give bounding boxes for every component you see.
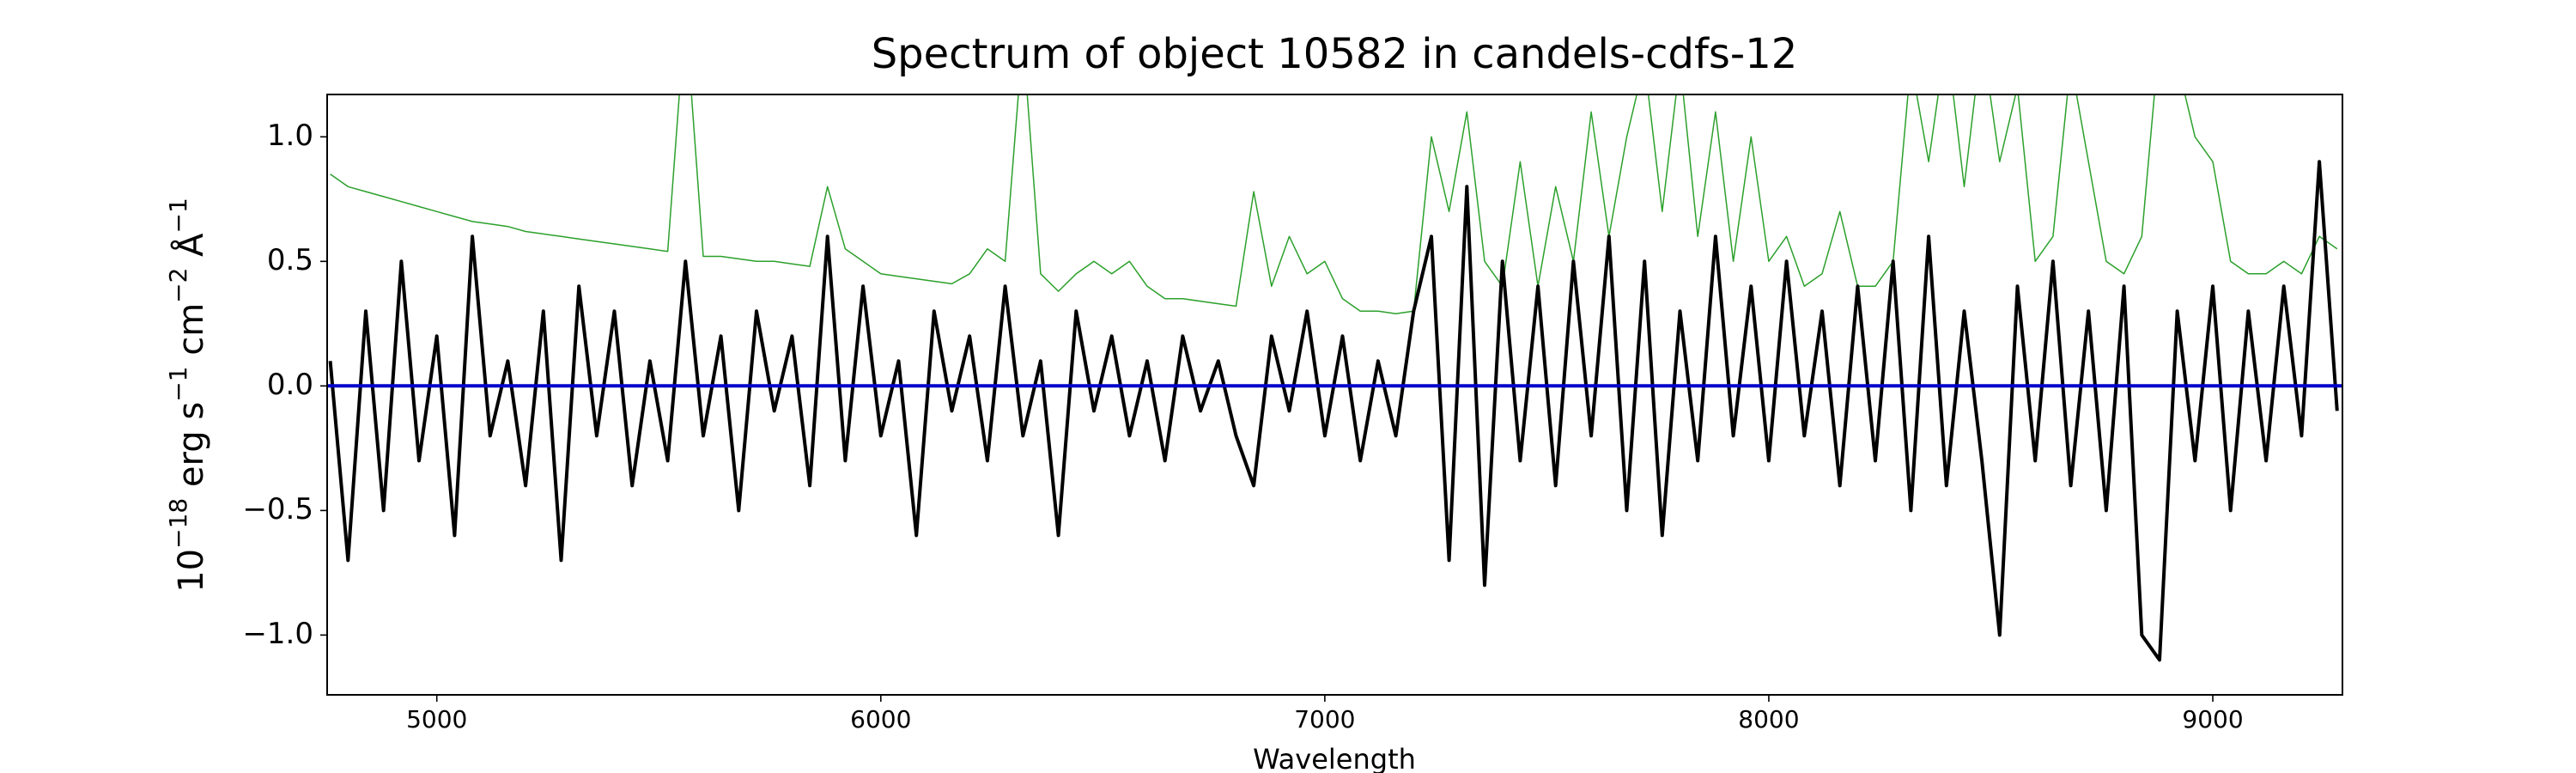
x-tick-label: 5000 — [406, 705, 467, 733]
plot-area — [327, 94, 2342, 662]
y-label-text: 10 — [172, 549, 211, 593]
x-tick-label: 9000 — [2182, 705, 2243, 733]
x-tick-label: 8000 — [1738, 705, 1799, 733]
chart-title: Spectrum of object 10582 in candels-cdfs… — [872, 30, 1798, 78]
spectrum-line — [330, 94, 2338, 314]
y-tick-label: 0.5 — [267, 243, 313, 277]
y-label-sup: −1 — [164, 198, 192, 233]
y-axis-label: 10−18 erg s−1 cm−2 Å−1 — [164, 198, 212, 593]
y-tick-label: 1.0 — [267, 119, 313, 153]
y-tick-label: −1.0 — [242, 617, 313, 651]
y-tick-label: −0.5 — [242, 492, 313, 526]
y-label-sup: −1 — [164, 367, 192, 402]
y-label-text: Å — [170, 233, 211, 268]
y-tick-label: 0.0 — [267, 368, 313, 402]
plot-frame — [326, 94, 2343, 696]
y-label-text: erg s — [172, 402, 211, 498]
spectrum-line — [328, 160, 2339, 662]
x-tick-label: 6000 — [850, 705, 911, 733]
y-label-sup: −18 — [164, 498, 192, 549]
x-tick-label: 7000 — [1294, 705, 1355, 733]
y-label-sup: −2 — [164, 268, 192, 303]
y-label-text: cm — [172, 303, 211, 367]
x-axis-label: Wavelength — [1253, 743, 1416, 773]
